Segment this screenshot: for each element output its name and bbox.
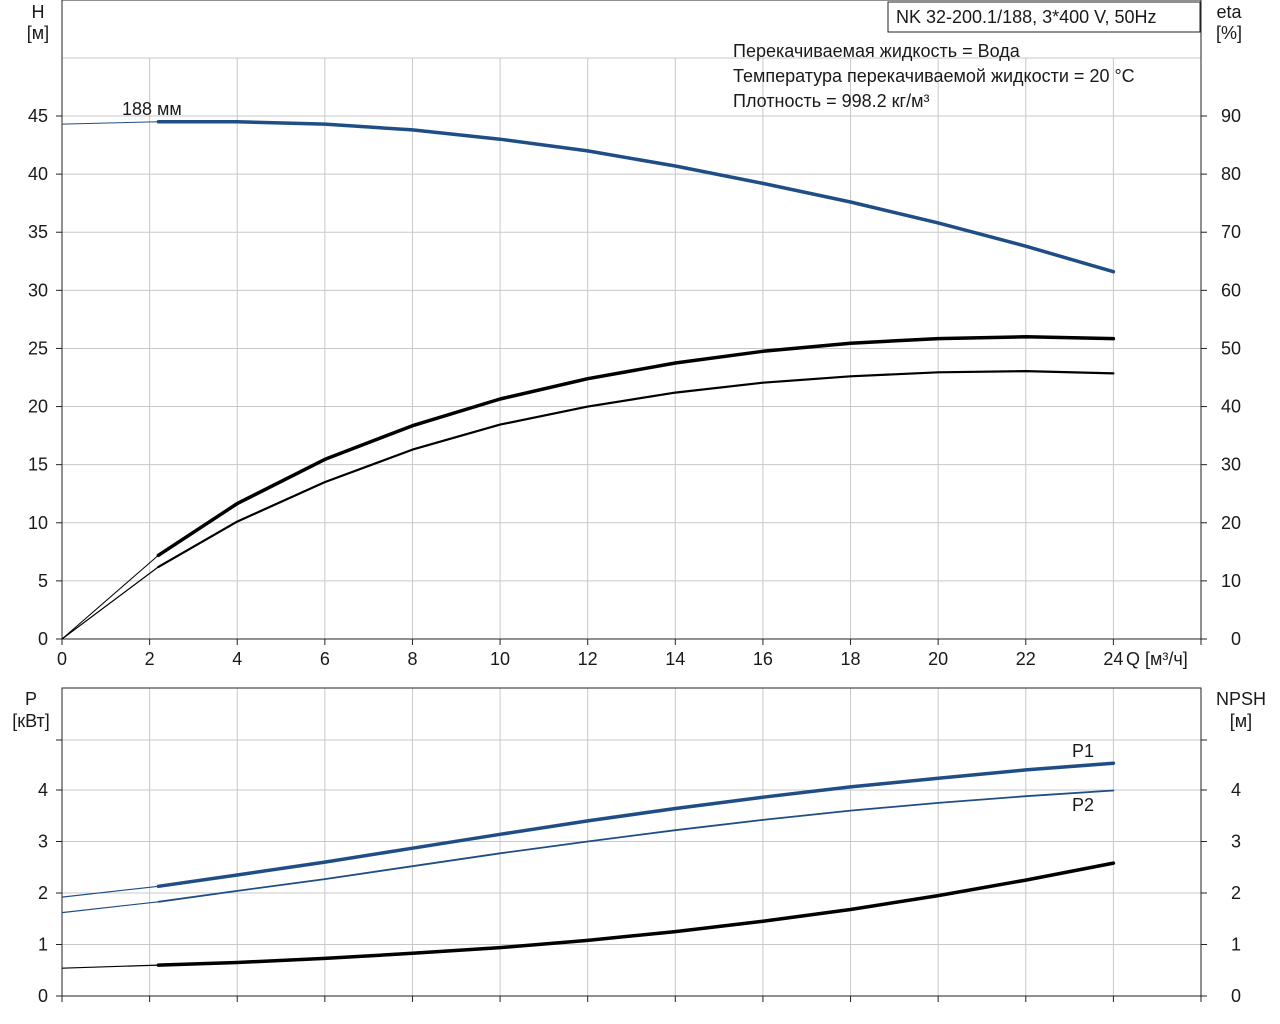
impeller-188mm-label: 188 мм [122,99,182,119]
top-series-2-tail-line [61,566,159,640]
bottom-left-tick-label: 0 [38,986,48,1006]
power-axis-label: P [25,689,37,709]
188-мм-tail-line [61,121,159,125]
top-right-tick-label: 60 [1221,280,1241,300]
x-tick-label: 24 [1103,649,1123,669]
top-left-tick-label: 40 [28,164,48,184]
top-chart-grid [62,57,1201,639]
bottom-right-tick-label: 0 [1231,986,1241,1006]
p1-series-label: P1 [1072,741,1094,761]
top-series-2-line [157,370,1115,568]
top-left-tick-label: 5 [38,571,48,591]
x-tick-label: 0 [57,649,67,669]
x-tick-label: 2 [145,649,155,669]
x-tick-label: 22 [1016,649,1036,669]
bottom-left-tick-label: 4 [38,780,48,800]
top-right-tick-label: 50 [1221,338,1241,358]
info-line-density: Плотность = 998.2 кг/м³ [733,91,929,111]
npsh-axis-unit: [м] [1230,711,1252,731]
bottom-series-2-line [156,861,1116,967]
top-left-tick-label: 15 [28,455,48,475]
top-plot-frame [61,0,1202,640]
bottom-chart-grid [62,688,1201,996]
top-right-tick-label: 10 [1221,571,1241,591]
info-line-fluid: Перекачиваемая жидкость = Вода [733,41,1021,61]
head-axis-unit: [м] [27,23,49,43]
power-axis-unit: [кВт] [12,711,50,731]
p1-tail-line [61,885,159,898]
top-right-tick-label: 90 [1221,106,1241,126]
bottom-chart-series [61,761,1116,969]
top-right-tick-label: 80 [1221,164,1241,184]
p2-series-label: P2 [1072,795,1094,815]
top-left-tick-label: 45 [28,106,48,126]
bottom-right-tick-label: 1 [1231,935,1241,955]
top-right-tick-label: 0 [1231,629,1241,649]
top-right-tick-label: 40 [1221,397,1241,417]
x-tick-label: 14 [665,649,685,669]
top-left-tick-label: 30 [28,280,48,300]
top-right-tick-label: 30 [1221,455,1241,475]
x-tick-label: 20 [928,649,948,669]
head-axis-label: H [32,2,45,22]
flow-axis-label: Q [м³/ч] [1126,649,1188,669]
bottom-left-tick-label: 3 [38,832,48,852]
x-tick-label: 18 [841,649,861,669]
top-right-tick-label: 70 [1221,222,1241,242]
x-tick-label: 10 [490,649,510,669]
x-tick-label: 6 [320,649,330,669]
eta-axis-label: eta [1216,2,1242,22]
top-left-tick-label: 25 [28,338,48,358]
eta-axis-unit: [%] [1216,23,1242,43]
bottom-right-tick-label: 4 [1231,780,1241,800]
top-series-1-line [156,335,1116,558]
top-left-tick-label: 0 [38,629,48,649]
bottom-left-tick-label: 1 [38,935,48,955]
x-tick-label: 8 [407,649,417,669]
top-series-1-tail-line [61,554,159,640]
x-tick-label: 4 [232,649,242,669]
top-left-tick-label: 10 [28,513,48,533]
bottom-right-tick-label: 3 [1231,832,1241,852]
top-left-tick-label: 35 [28,222,48,242]
bottom-series-2-tail-line [61,964,159,969]
188-мм-line [156,120,1116,274]
title-box [887,1,1201,33]
npsh-axis-label: NPSH [1216,689,1266,709]
chart-title: NK 32-200.1/188, 3*400 V, 50Hz [896,7,1157,27]
p2-line [157,789,1115,903]
info-line-temperature: Температура перекачиваемой жидкости = 20… [733,66,1135,86]
top-right-tick-label: 20 [1221,513,1241,533]
x-tick-label: 16 [753,649,773,669]
bottom-right-tick-label: 2 [1231,883,1241,903]
x-tick-label: 12 [578,649,598,669]
top-left-tick-label: 20 [28,397,48,417]
top-chart-series [61,120,1116,640]
bottom-left-tick-label: 2 [38,883,48,903]
p1-line [156,761,1116,889]
bottom-chart-ticks: 0 0 1 1 2 2 3 3 4 4 [38,739,1241,1006]
p2-tail-line [61,901,159,914]
